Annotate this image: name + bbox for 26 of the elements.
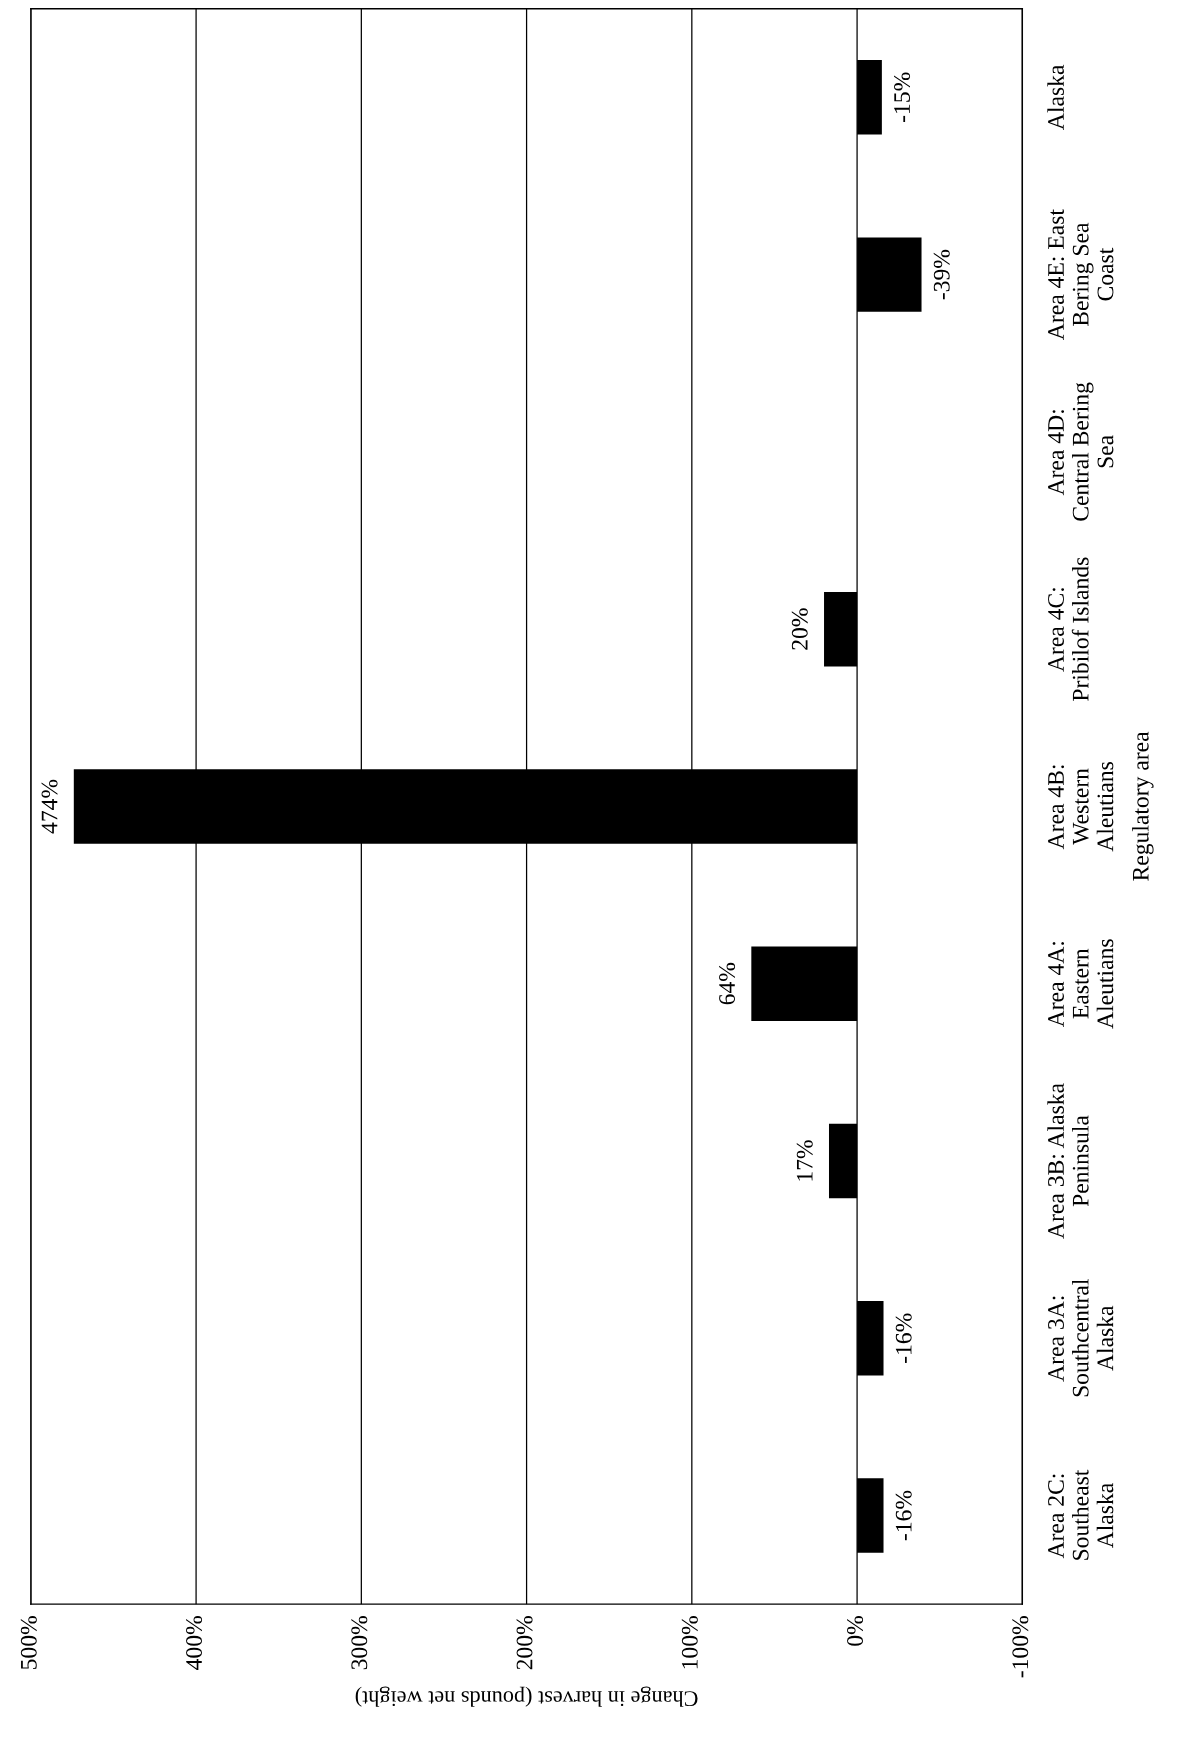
data-label: -39% <box>933 249 950 300</box>
y-tick-label: Alaska <box>1047 64 1064 130</box>
data-label: 20% <box>791 608 808 650</box>
x-tick-label: 300% <box>351 1616 368 1670</box>
data-label: -16% <box>895 1313 912 1363</box>
x-tick-label: 500% <box>20 1616 37 1669</box>
y-axis-title: Regulatory area <box>1132 731 1154 881</box>
y-tick-label: Area 4C: Pribilof Islands <box>1048 557 1089 701</box>
x-tick-label: 400% <box>186 1616 203 1670</box>
data-label: 474% <box>41 779 58 834</box>
data-label: 17% <box>796 1140 813 1181</box>
x-axis-title: Change in harvest (pounds net weight) <box>355 1686 698 1707</box>
x-tick-label: -100% <box>1012 1616 1029 1678</box>
y-tick-label: Area 4E: East Bering Sea Coast <box>1048 209 1114 340</box>
data-label: -15% <box>894 72 911 123</box>
y-tick-label: Area 2C: Southeast Alaska <box>1048 1469 1114 1560</box>
data-label: -16% <box>895 1490 912 1541</box>
x-tick-label: 200% <box>516 1616 533 1670</box>
y-tick-label: Area 3A: Southcentral Alaska <box>1048 1279 1114 1397</box>
y-tick-label: Area 4B: Western Aleutians <box>1048 762 1114 852</box>
x-tick-label: 100% <box>681 1616 698 1669</box>
x-tick-label: 0% <box>847 1616 864 1646</box>
y-tick-label: Area 4D: Central Bering Sea <box>1048 382 1114 521</box>
data-label: 64% <box>719 962 736 1005</box>
y-tick-label: Area 4A: Eastern Aleutians <box>1048 939 1114 1029</box>
y-tick-label: Area 3B: Alaska Peninsula <box>1047 1083 1089 1239</box>
